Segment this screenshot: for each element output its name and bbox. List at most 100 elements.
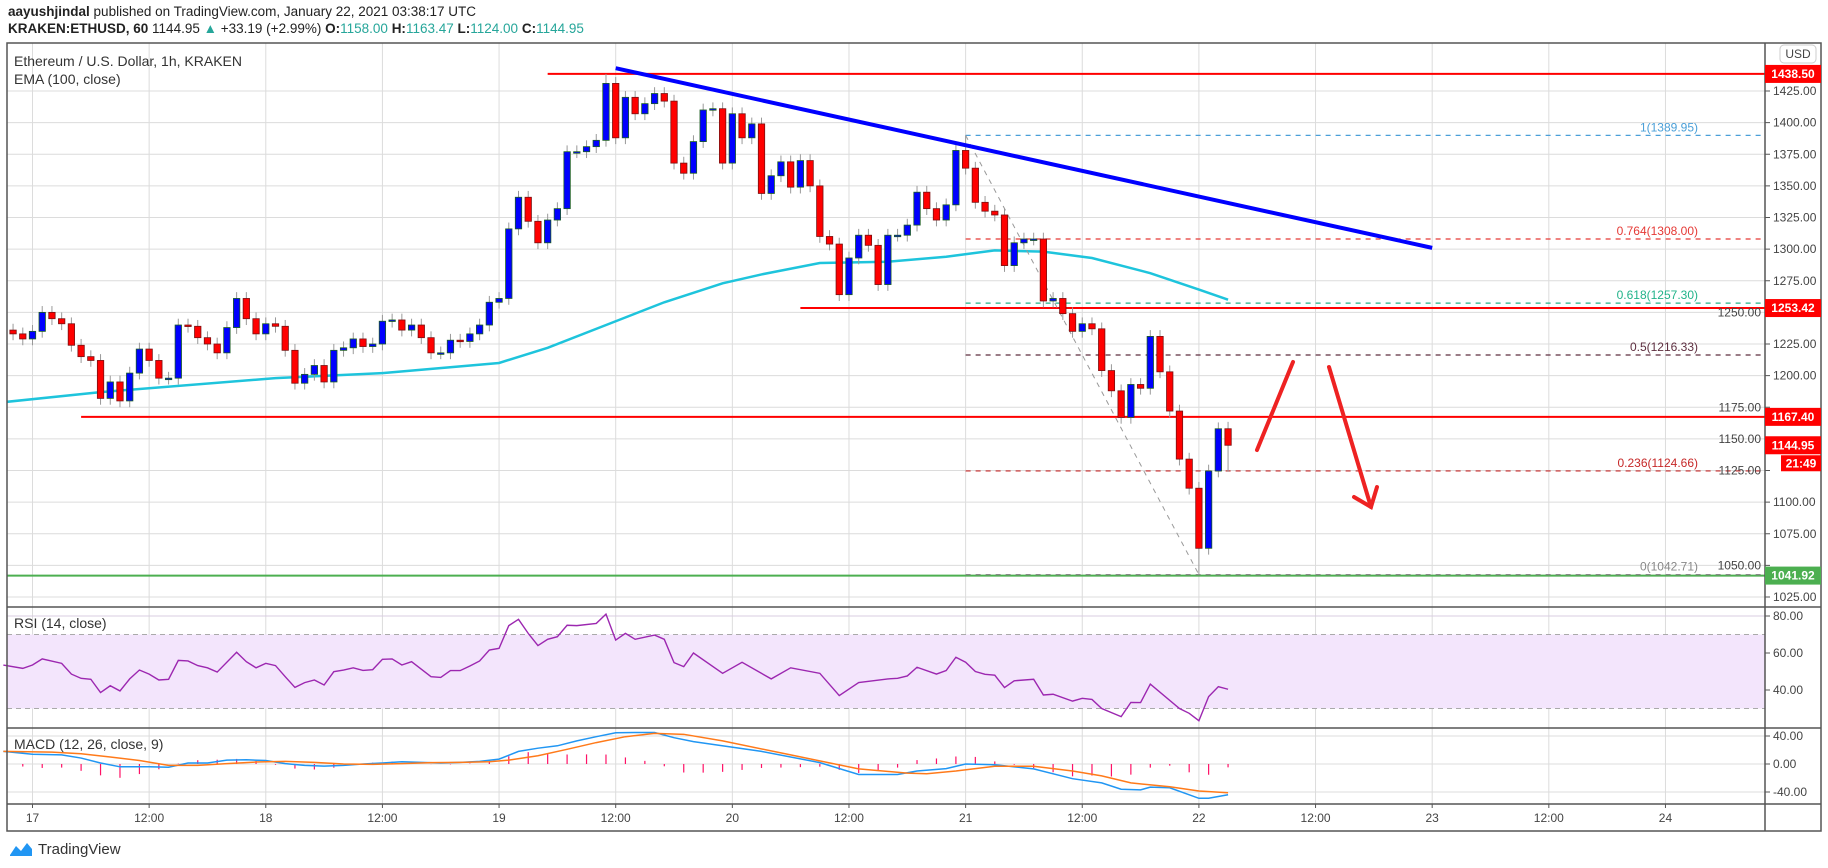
time-tick-label: 19	[492, 811, 506, 825]
candle-body-up	[446, 339, 455, 354]
tradingview-logo[interactable]: TradingView	[8, 840, 121, 858]
candle-body-up	[582, 146, 591, 153]
candle-body-up	[301, 373, 309, 384]
candle-body-up	[476, 324, 484, 335]
candle	[845, 251, 853, 301]
descending-trendline	[615, 66, 1433, 250]
candle	[650, 87, 659, 110]
candle-body-up	[903, 224, 911, 236]
candle-body-down	[612, 83, 620, 139]
candle	[1059, 292, 1067, 320]
candle	[641, 97, 649, 121]
candle	[485, 295, 493, 332]
price-tick-label: 1025.00	[1773, 590, 1817, 604]
candle	[203, 331, 212, 351]
time-tick-label: 20	[726, 811, 740, 825]
candle	[87, 350, 95, 367]
candle	[310, 359, 318, 381]
price-tick-label: 1425.00	[1773, 84, 1817, 98]
candle-body-up	[330, 349, 338, 383]
tradingview-cloud-icon	[10, 843, 32, 856]
rsi-tick-label: 60.00	[1773, 646, 1803, 660]
time-tick-label: 12:00	[1534, 811, 1564, 825]
candle-body-down	[291, 349, 299, 384]
price-tick-label: 1125.00	[1719, 464, 1762, 478]
candle	[670, 94, 678, 170]
candle	[621, 91, 630, 145]
candle-body-up	[621, 96, 630, 139]
candle-body-up	[233, 298, 241, 328]
last-price-label: 1144.95	[1772, 438, 1815, 452]
rsi-tick-label: 40.00	[1773, 683, 1803, 697]
candle-body-down	[806, 160, 814, 187]
candle	[1205, 464, 1213, 555]
candle-body-down	[427, 337, 435, 354]
candle-body-up	[174, 324, 182, 379]
price-tick-label: 1300.00	[1773, 242, 1817, 256]
candle	[864, 228, 873, 252]
candle	[456, 333, 464, 348]
countdown-label: 21:49	[1786, 456, 1817, 470]
candle-body-up	[106, 381, 114, 399]
rsi-legend[interactable]: RSI (14, close)	[14, 615, 107, 631]
candle-body-up	[573, 151, 581, 154]
rsi-line	[3, 612, 1229, 722]
candle	[9, 323, 17, 341]
time-tick-label: 21	[959, 811, 973, 825]
price-tick-label: 1050.00	[1718, 558, 1762, 572]
candle-body-up	[884, 234, 892, 285]
time-tick-label: 24	[1659, 811, 1673, 825]
symbol-legend[interactable]: Ethereum / U.S. Dollar, 1h, KRAKEN	[14, 53, 242, 69]
up-arrow-stroke	[1255, 360, 1295, 452]
candle-body-up	[602, 83, 610, 141]
price-tick-label: 1100.00	[1773, 495, 1816, 509]
candle	[942, 198, 950, 227]
candle	[271, 317, 280, 333]
candle-body-up	[748, 123, 756, 139]
candle	[446, 333, 455, 360]
candle-body-up	[388, 319, 396, 322]
candle-body-up	[767, 175, 775, 194]
close-label: C:	[521, 21, 537, 36]
candle	[1224, 421, 1232, 472]
candle	[748, 117, 756, 145]
candle-body-up	[485, 301, 493, 326]
candle-body-up	[223, 327, 231, 354]
candle	[981, 195, 989, 218]
candle	[592, 134, 600, 153]
price-tick-label: 1400.00	[1773, 116, 1817, 130]
candle-body-down	[155, 360, 163, 379]
candle	[1117, 384, 1125, 424]
candle-body-down	[991, 210, 999, 216]
candle	[991, 204, 999, 222]
axes: 17 12:00 18 12:00 19 12:00 20 12:00 21 12:00 22 12:…	[26, 44, 1817, 825]
candle	[728, 107, 736, 170]
ema-legend[interactable]: EMA (100, close)	[14, 71, 121, 87]
candle-body-up	[796, 160, 804, 188]
candle-body-down	[252, 318, 260, 335]
price-tick-label: 1250.00	[1718, 305, 1762, 319]
candle	[893, 228, 902, 242]
candle-body-up	[495, 298, 503, 303]
candle-body-up	[1214, 428, 1222, 472]
candle	[1010, 236, 1018, 272]
annotation-arrows	[1255, 360, 1379, 511]
candle	[767, 169, 775, 200]
price-tick-label: 1175.00	[1719, 400, 1762, 414]
candle	[952, 144, 960, 212]
candle-body-down	[48, 311, 56, 320]
candle	[544, 213, 552, 250]
candle	[77, 338, 85, 363]
author-name[interactable]: aayushjindal	[8, 4, 90, 19]
candle-body-up	[135, 348, 144, 374]
candle-body-down	[670, 100, 678, 164]
candle-body-up	[952, 150, 960, 206]
triangle-up-icon: ▲	[203, 21, 217, 36]
candle-body-down	[971, 167, 979, 203]
macd-tick-label: 40.00	[1773, 729, 1803, 743]
candle-body-down	[77, 344, 85, 358]
macd-legend[interactable]: MACD (12, 26, close, 9)	[14, 736, 164, 752]
candle-body-down	[242, 298, 250, 320]
candle-body-down	[116, 381, 124, 402]
